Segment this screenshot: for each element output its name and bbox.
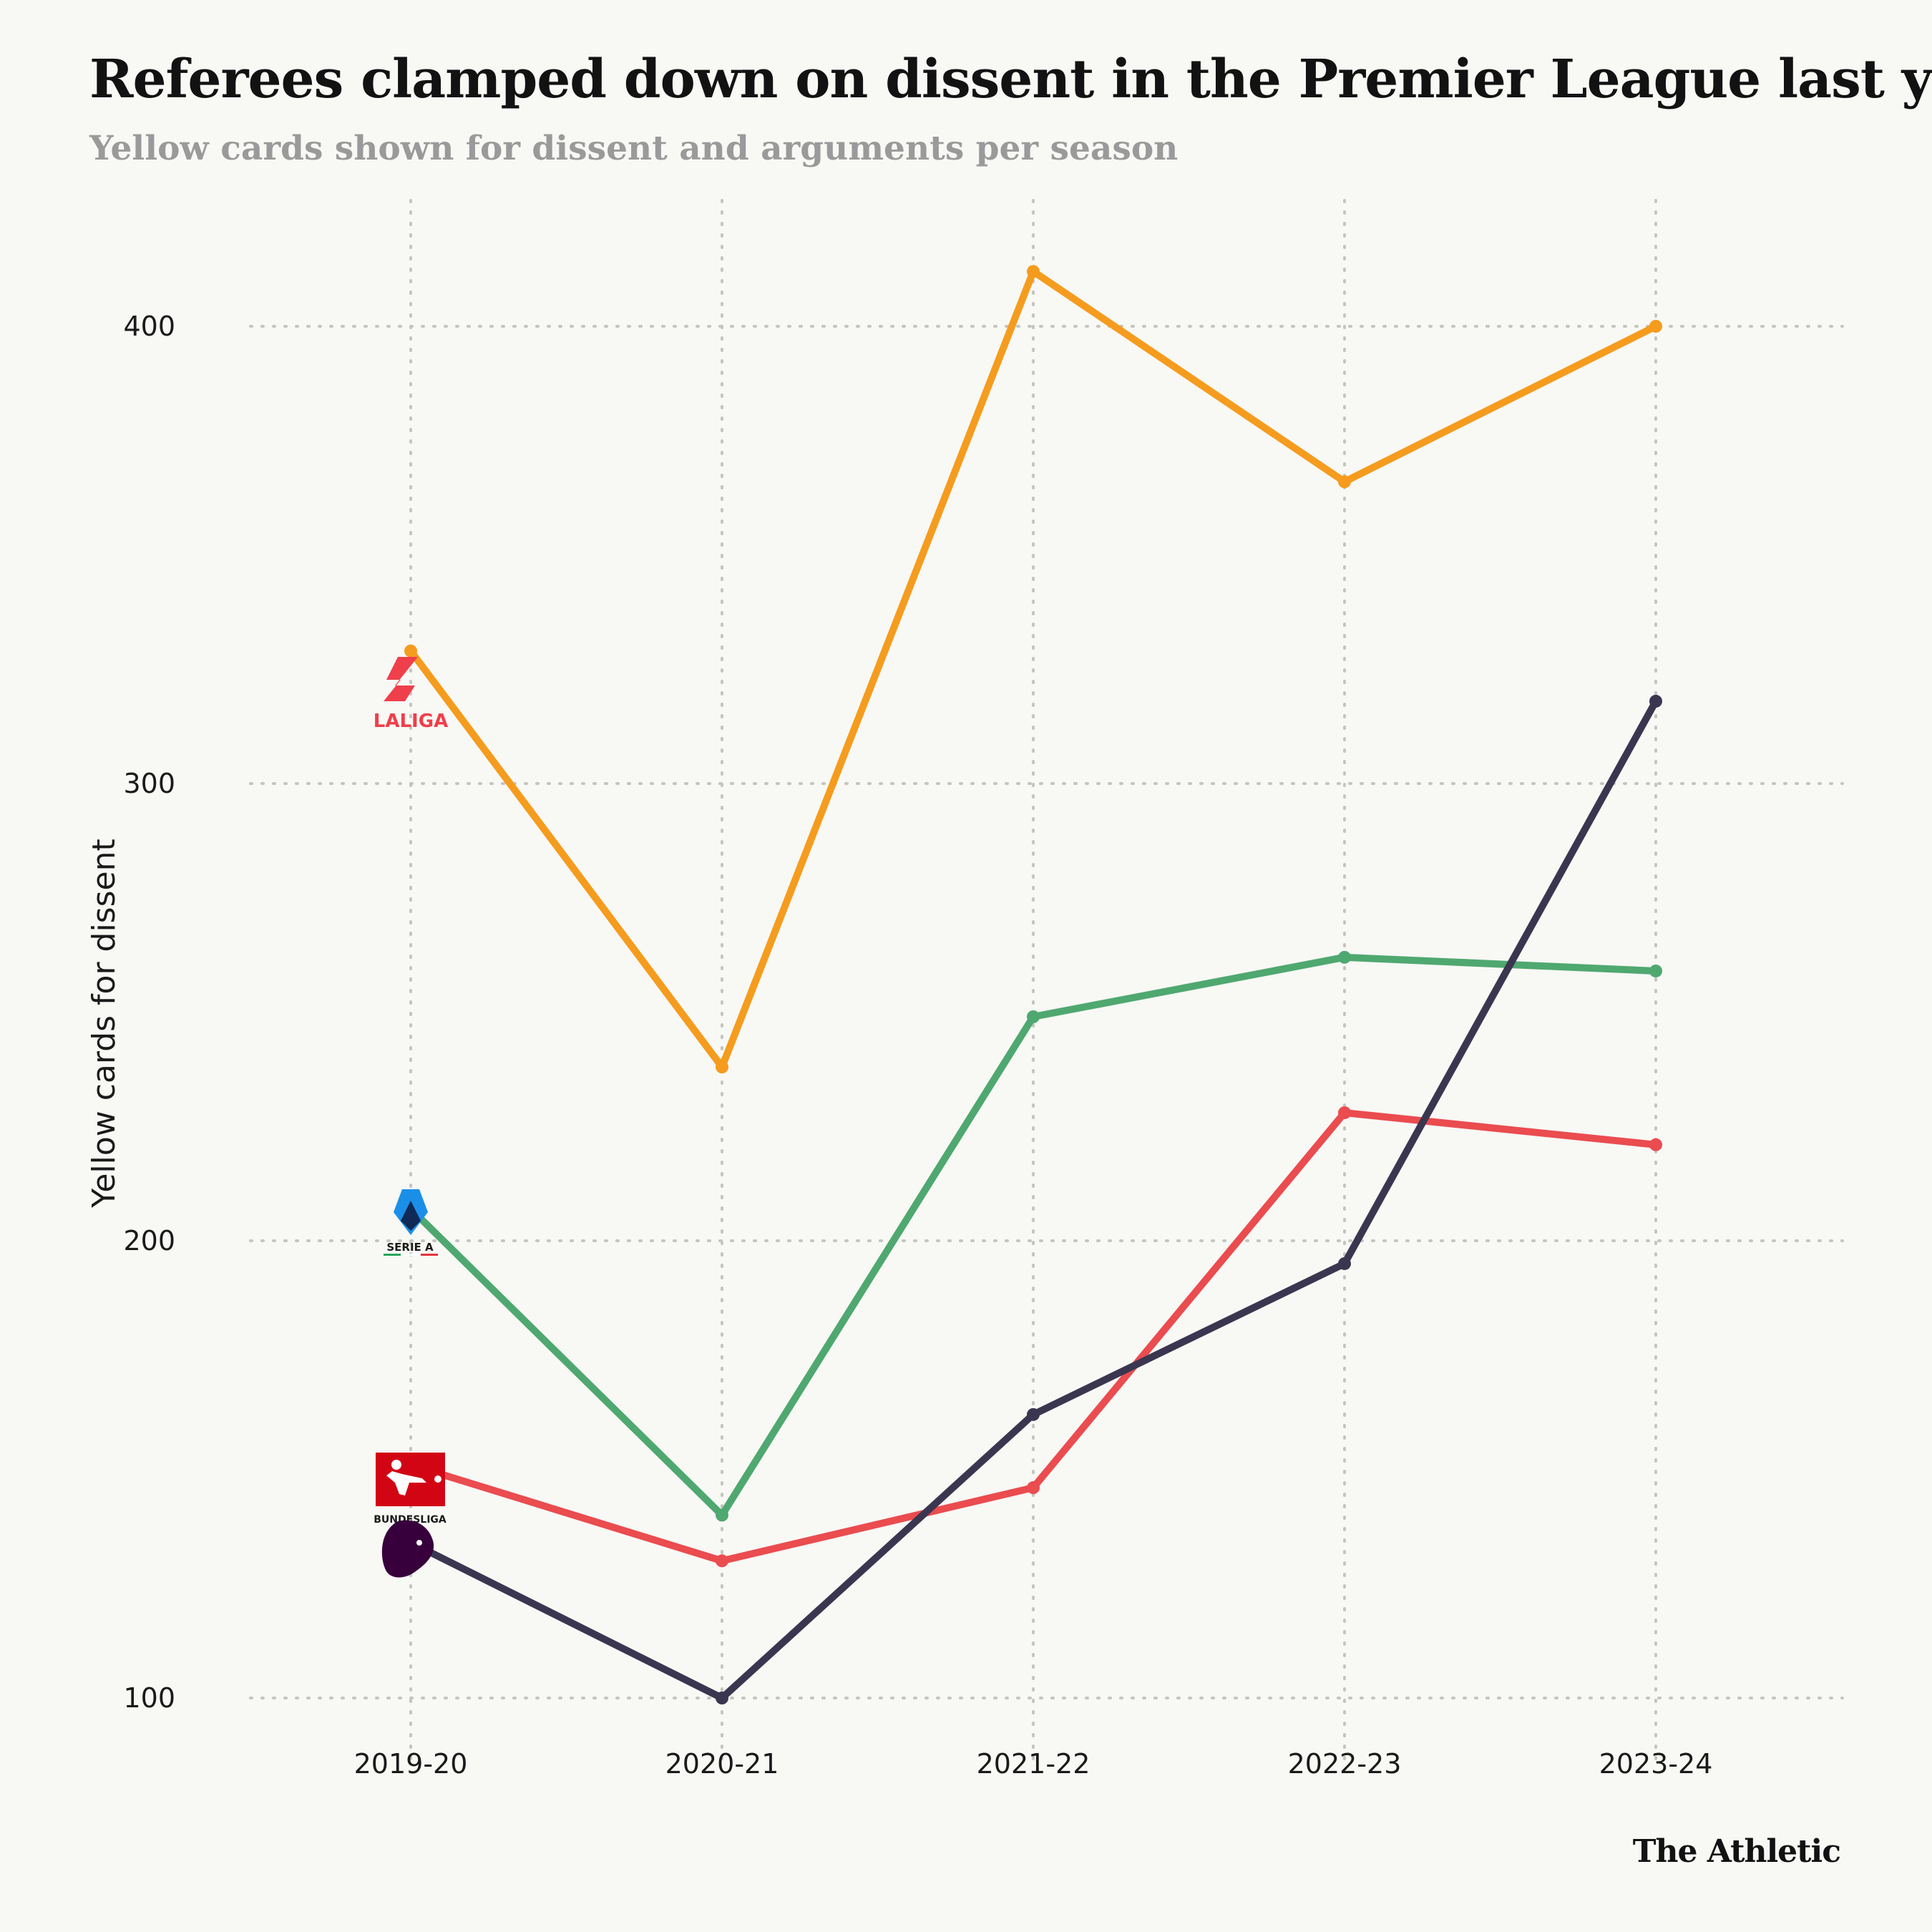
series-layer [404,265,1662,1704]
x-tick-label: 2019-20 [354,1748,468,1780]
premier-league-logo-icon [381,1520,434,1578]
y-tick-label: 400 [123,311,175,342]
data-point [404,644,417,658]
source-credit: The Athletic [1632,1833,1841,1870]
data-point [1027,265,1040,278]
x-tick-label: 2023-24 [1599,1748,1713,1780]
x-tick-label: 2020-21 [665,1748,779,1780]
y-tick-label: 100 [123,1682,175,1714]
data-point [1027,1407,1040,1421]
data-point [1338,950,1351,964]
series-line [407,697,1659,1702]
chart-title: Referees clamped down on dissent in the … [89,49,1932,110]
league-logos: LALIGA SERIE A BUNDESLIGA [374,657,448,1578]
data-point [716,1692,728,1704]
laliga-logo-label: LALIGA [374,711,448,732]
data-point [1649,320,1662,333]
data-point [1338,475,1351,489]
bundesliga-logo-label: BUNDESLIGA [374,1514,447,1526]
serie-a-logo-label: SERIE A [386,1241,434,1254]
data-point [1649,1138,1662,1151]
data-point [1027,1481,1040,1495]
laliga-logo-icon: LALIGA [374,657,448,732]
y-tick-label: 300 [123,768,175,799]
data-point [1027,1010,1040,1023]
series-0 [404,265,1662,1074]
serie-a-logo-icon: SERIE A [384,1189,438,1256]
x-tick-label: 2022-23 [1288,1748,1402,1780]
data-point [716,1060,728,1074]
data-point [716,1508,728,1522]
grid-lines [249,199,1844,1762]
data-point [716,1554,728,1568]
chart-subtitle: Yellow cards shown for dissent and argum… [89,129,1179,168]
x-axis-ticks: 2019-20 2020-21 2021-22 2022-23 2023-24 [354,1748,1713,1780]
x-tick-label: 2021-22 [977,1748,1091,1780]
bundesliga-logo-icon: BUNDESLIGA [374,1453,447,1526]
data-point [1649,694,1662,708]
y-tick-label: 200 [123,1225,175,1257]
data-point [1338,1257,1351,1270]
data-point [1338,1106,1351,1120]
y-axis-label: Yellow cards for dissent [86,839,122,1208]
y-axis-ticks: 100 200 300 400 [123,311,175,1714]
data-point [1649,964,1662,977]
